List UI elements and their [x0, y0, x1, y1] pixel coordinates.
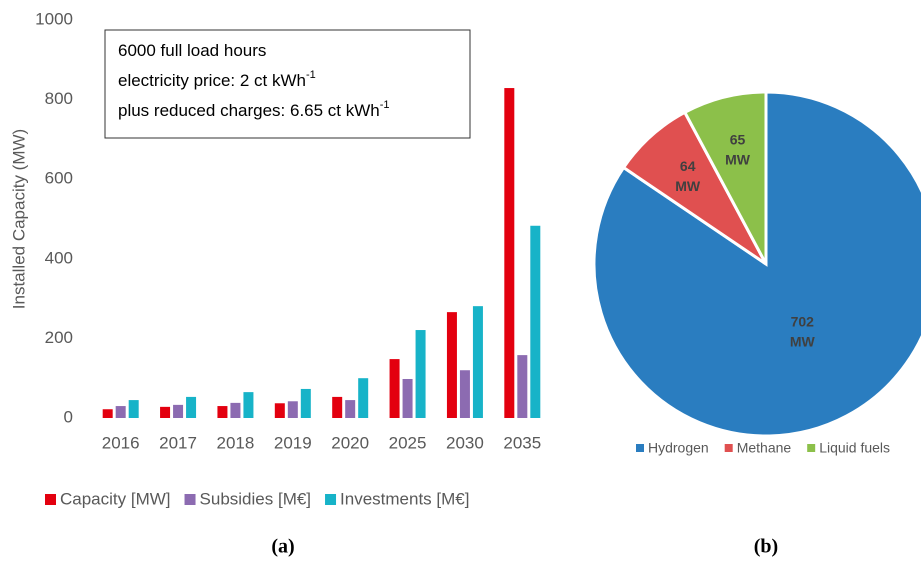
legend-swatch — [184, 494, 196, 505]
pie-slice — [682, 90, 768, 265]
legend-label: Investments [M€] — [340, 489, 469, 508]
data-label-line: 702 — [791, 313, 815, 329]
x-tick-label: 2019 — [274, 433, 312, 452]
data-label: 65 MW — [725, 131, 751, 167]
bar — [115, 406, 126, 418]
bar — [128, 400, 139, 418]
legend-swatch — [45, 494, 56, 505]
bar — [415, 330, 426, 418]
pie-slice — [592, 90, 921, 438]
bar — [530, 225, 541, 418]
data-label: 702 MW — [790, 313, 816, 349]
annotation-sup: -1 — [306, 69, 316, 81]
bar — [504, 88, 515, 419]
annotation-text: plus reduced charges: 6.65 ct kWh — [118, 101, 380, 120]
data-label-line: MW — [790, 333, 816, 349]
x-tick-label: 2030 — [446, 433, 484, 452]
bar — [389, 359, 400, 418]
legend-label: Capacity [MW] — [60, 489, 171, 508]
bar — [230, 402, 241, 418]
x-tick-label: 2018 — [217, 433, 255, 452]
bar — [358, 378, 369, 418]
annotation-line: electricity price: 2 ct kWh-1 — [118, 69, 316, 91]
annotation-box — [104, 29, 471, 139]
bar — [517, 355, 528, 418]
bar — [102, 409, 113, 418]
bar — [459, 370, 470, 418]
annotation-text: 6000 full load hours — [118, 41, 266, 60]
data-label-line: 64 — [680, 158, 696, 174]
y-axis-label: Installed Capacity (MW) — [9, 129, 28, 309]
bar — [160, 406, 171, 418]
legend-swatch — [636, 444, 644, 452]
caption: (a) — [271, 536, 294, 558]
x-tick-label: 2020 — [331, 433, 369, 452]
bar — [402, 378, 413, 418]
x-tick-label: 2017 — [159, 433, 197, 452]
bar — [243, 392, 254, 418]
y-tick-label: 400 — [45, 248, 73, 267]
bar — [186, 396, 197, 418]
y-tick-label: 0 — [64, 407, 73, 426]
legend-label: Hydrogen — [648, 440, 709, 456]
legend-label: Liquid fuels — [819, 440, 890, 456]
legend-label: Subsidies [M€] — [200, 489, 312, 508]
bar — [173, 404, 184, 418]
x-tick-label: 2016 — [102, 433, 140, 452]
annotation-line: 6000 full load hours — [118, 41, 266, 60]
bar — [345, 400, 356, 418]
y-tick-label: 200 — [45, 328, 73, 347]
x-tick-label: 2035 — [503, 433, 541, 452]
y-tick-label: 1000 — [35, 9, 73, 28]
annotation-sup: -1 — [380, 99, 390, 111]
data-label-line: MW — [725, 151, 751, 167]
y-tick-label: 600 — [45, 169, 73, 188]
bar — [472, 306, 483, 418]
bar — [300, 388, 311, 418]
legend-swatch — [807, 444, 816, 452]
data-label: 64 MW — [675, 158, 701, 194]
legend-label: Methane — [737, 440, 792, 456]
legend-swatch — [325, 494, 337, 505]
annotation-text: electricity price: 2 ct kWh — [118, 71, 306, 90]
caption: (b) — [754, 536, 778, 558]
bar — [446, 312, 457, 418]
x-tick-label: 2025 — [389, 433, 427, 452]
data-label-line: MW — [675, 178, 701, 194]
bar — [217, 406, 228, 418]
data-label-line: 65 — [730, 131, 746, 147]
bar — [274, 403, 285, 418]
bar — [332, 396, 343, 418]
y-tick-label: 800 — [45, 89, 73, 108]
bar — [287, 401, 298, 418]
annotation-line: plus reduced charges: 6.65 ct kWh-1 — [118, 99, 390, 121]
legend-swatch — [724, 444, 733, 452]
